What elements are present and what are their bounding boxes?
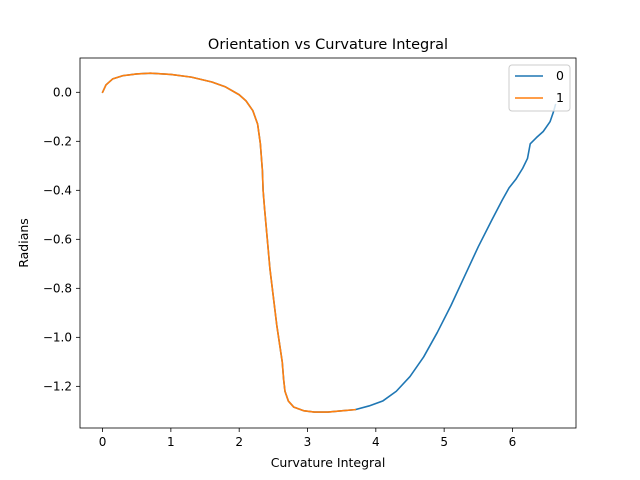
y-axis-label: Radians [16,218,31,268]
y-tick-label: −1.0 [43,330,72,344]
legend: 0 1 [508,64,571,112]
x-tick-label: 2 [235,435,243,449]
x-tick-label: 5 [440,435,448,449]
y-tick-label: −1.2 [43,379,72,393]
x-tick-label: 1 [167,435,175,449]
legend-label-series-1: 1 [556,90,564,105]
x-axis-ticks: 0 1 2 3 4 5 6 [99,428,517,449]
y-tick-label: −0.6 [43,232,72,246]
x-tick-label: 0 [99,435,107,449]
x-tick-label: 3 [304,435,312,449]
y-tick-label: 0.0 [53,85,72,99]
x-axis-label: Curvature Integral [271,455,386,470]
y-axis-ticks: 0.0 −0.2 −0.4 −0.6 −0.8 −1.0 −1.2 [43,85,80,393]
y-tick-label: −0.4 [43,183,72,197]
series-line-1 [101,72,357,413]
y-tick-label: −0.8 [43,281,72,295]
x-tick-label: 6 [509,435,517,449]
plot-lines [101,72,557,413]
x-tick-label: 4 [372,435,380,449]
legend-label-series-0: 0 [556,68,564,83]
axes-frame [79,57,577,429]
chart-title: Orientation vs Curvature Integral [208,37,448,53]
y-tick-label: −0.2 [43,134,72,148]
